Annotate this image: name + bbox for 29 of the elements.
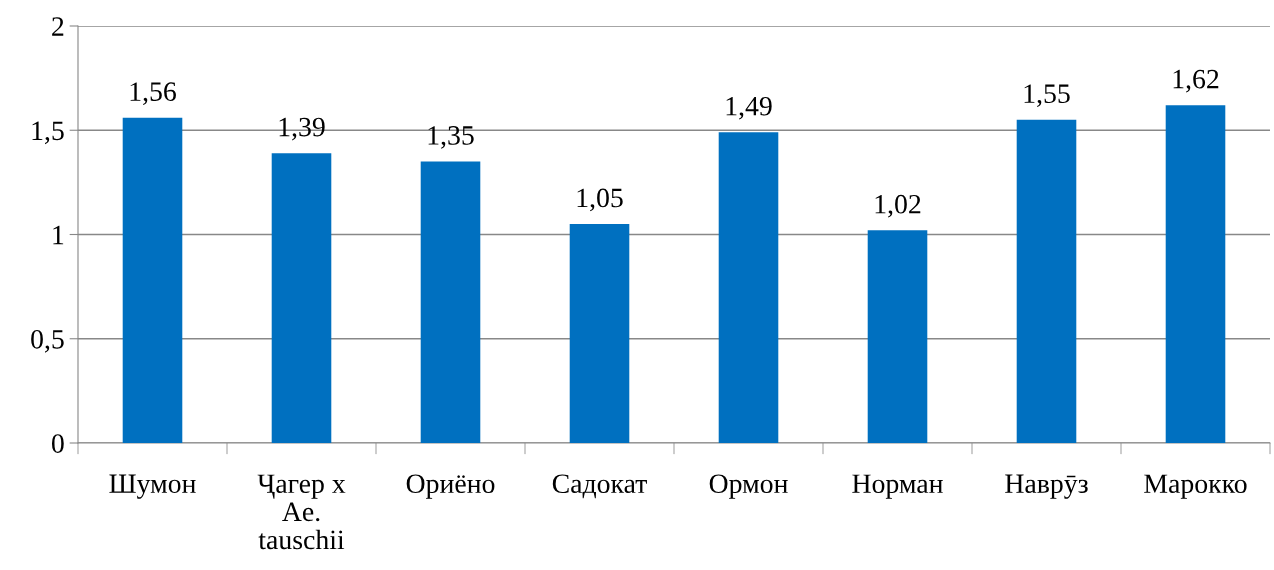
bar <box>122 117 183 443</box>
y-tick-label: 2 <box>52 17 64 36</box>
data-label: 1,39 <box>279 117 325 141</box>
bar <box>867 230 928 443</box>
x-tick-label: Ориёно <box>406 474 495 499</box>
x-tick-label: Ормон <box>709 474 788 499</box>
data-label: 1,56 <box>130 82 176 105</box>
x-tick-label: Садокат <box>552 474 647 499</box>
data-label: 1,49 <box>726 96 772 120</box>
x-tick-label: Марокко <box>1144 474 1247 499</box>
x-tick-label: Норман <box>852 474 943 499</box>
y-tick-label: 1,5 <box>32 121 64 145</box>
y-tick-label: 1 <box>53 225 64 245</box>
x-tick-label: Наврӯз <box>1005 474 1088 499</box>
data-label: 1,62 <box>1173 69 1219 93</box>
bar <box>1016 119 1077 443</box>
bar <box>420 161 481 443</box>
bar <box>569 224 630 443</box>
data-label: 1,02 <box>875 194 921 218</box>
x-tick-label: Ҷагер x Ae. tauschii <box>257 474 346 550</box>
y-tick-label: 0,5 <box>31 329 64 353</box>
bar <box>271 153 332 443</box>
data-label: 1,35 <box>428 126 474 149</box>
data-label: 1,55 <box>1024 84 1070 108</box>
x-tick-label: Шумон <box>109 474 196 499</box>
data-label: 1,05 <box>577 188 623 212</box>
y-tick-label: 0 <box>51 434 64 453</box>
bar <box>1165 105 1226 443</box>
bar <box>718 132 779 443</box>
